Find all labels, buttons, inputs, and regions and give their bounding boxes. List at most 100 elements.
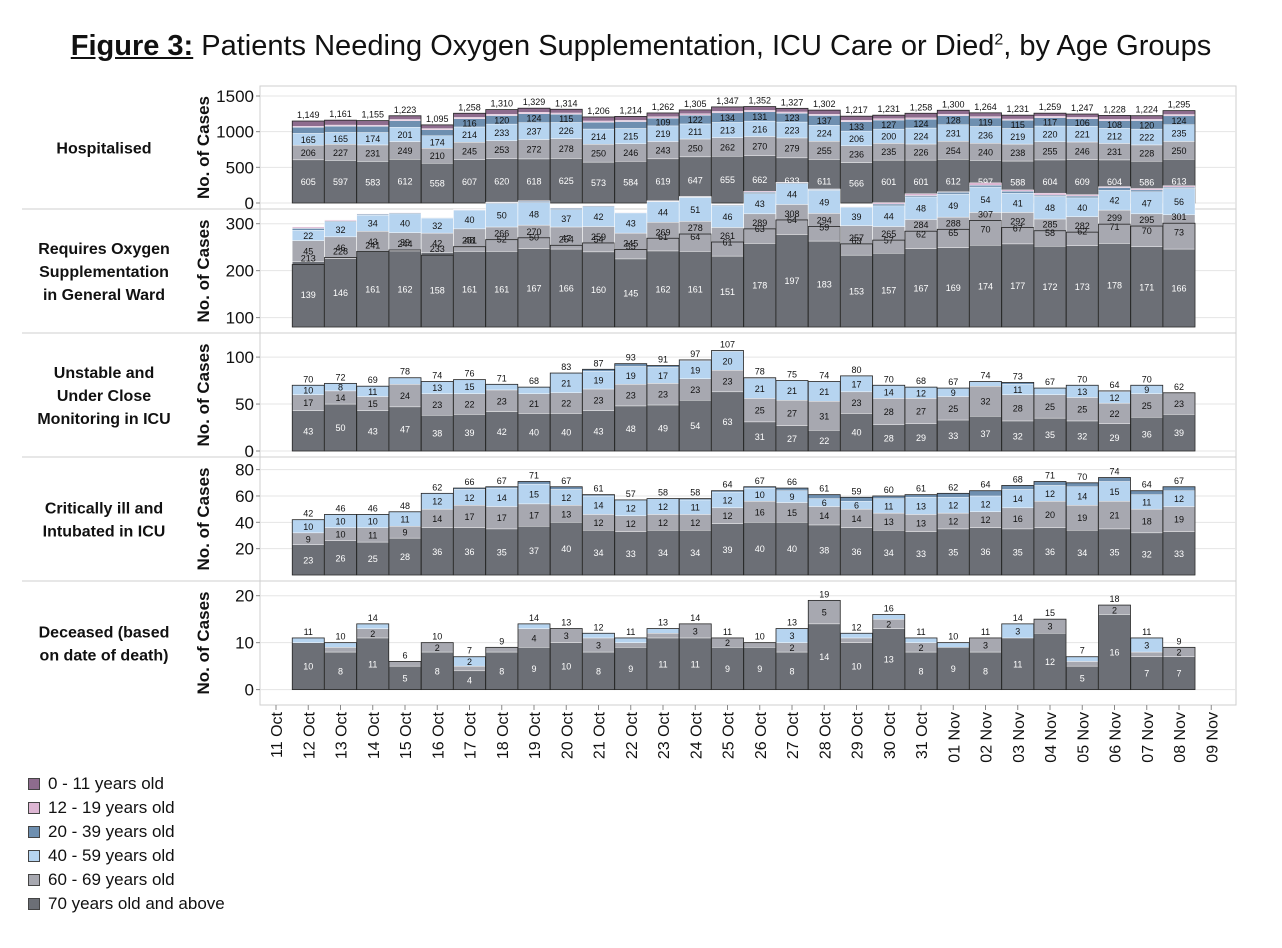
segment-label: 250 [1171,146,1186,156]
segment-label: 124 [1171,116,1186,126]
total-label: 10 [335,632,345,642]
total-label: 83 [561,362,571,372]
total-label: 257 [849,233,864,243]
total-label: 16 [884,603,894,613]
bar-segment-70-plus [517,647,551,690]
total-label: 67 [561,476,571,486]
bar-segment-0-11 [711,106,744,112]
segment-label: 601 [881,177,896,187]
segment-label: 127 [881,120,896,130]
total-label: 70 [1077,374,1087,384]
bar-segment-12-19 [1162,185,1196,188]
total-label: 1,247 [1071,103,1094,113]
segment-label: 215 [623,132,638,142]
segment-label: 262 [720,142,735,152]
bar-segment-40-59 [356,623,389,629]
segment-label: 12 [722,495,732,505]
bar-segment-70-plus [679,400,712,452]
bar-segment-70-plus [485,528,518,576]
segment-label: 6 [854,501,859,511]
total-label: 58 [690,488,700,498]
segment-label: 10 [755,490,765,500]
segment-label: 601 [913,177,928,187]
segment-label: 15 [787,508,797,518]
bar-segment-12-19 [324,219,357,222]
segment-label: 3 [789,631,794,641]
total-label: 228 [333,247,348,257]
x-tick-label: 16 Oct [430,711,447,759]
bar-segment-70-plus [1098,423,1131,452]
bar-segment-70-plus [904,248,938,328]
bar-segment-70-plus [453,414,486,452]
x-tick-label: 07 Nov [1140,712,1157,763]
segment-label: 115 [559,114,573,124]
segment-label: 13 [884,655,894,665]
bar-segment-40-59 [324,642,357,648]
bar-segment-0-11 [1098,115,1131,120]
bar-segment-0-11 [646,112,680,118]
segment-label: 42 [1109,196,1119,206]
x-tick-label: 18 Oct [495,711,512,759]
y-axis-title: No. of Cases [194,592,213,695]
segment-label: 11 [691,659,700,669]
segment-label: 38 [432,429,442,439]
bar-segment-0-11 [840,115,873,121]
bar-segment-20-39 [582,121,615,130]
total-label: 70 [884,374,894,384]
segment-label: 128 [946,116,961,126]
total-label: 10 [432,632,442,642]
bar-segment-40-59 [388,377,422,385]
bar-segment-70-plus [356,637,389,690]
legend-label-12-19: 12 - 19 years old [48,798,175,817]
segment-label: 33 [626,549,636,559]
segment-label: 3 [983,641,988,651]
total-label: 254 [559,234,574,244]
segment-label: 50 [497,211,507,221]
segment-label: 15 [464,382,474,392]
legend-label-70-plus: 70 years old and above [48,894,225,913]
legend-label-0-11: 0 - 11 years old [48,774,164,793]
segment-label: 178 [752,281,767,291]
total-label: 1,264 [974,102,997,112]
segment-label: 44 [658,207,668,217]
bar-segment-20-39 [969,184,1002,188]
total-label: 74 [432,371,442,381]
segment-label: 46 [722,212,732,222]
segment-label: 161 [688,285,703,295]
total-label: 58 [658,488,668,498]
bar-segment-70-plus [356,251,389,328]
segment-label: 157 [881,286,896,296]
total-label: 74 [980,371,990,381]
bar-segment-70-plus [1001,637,1034,690]
bar-segment-70-plus [614,258,647,328]
total-label: 1,206 [587,106,610,116]
segment-label: 197 [784,276,799,286]
y-tick-label: 500 [226,158,254,177]
segment-label: 10 [303,522,313,532]
segment-label: 597 [978,177,993,187]
segment-label: 13 [916,501,926,511]
segment-label: 11 [368,387,377,397]
segment-label: 10 [335,530,345,540]
segment-label: 122 [688,115,703,125]
segment-label: 40 [755,544,765,554]
segment-label: 212 [1107,131,1122,141]
segment-label: 22 [561,399,571,409]
segment-label: 108 [1107,120,1122,130]
segment-label: 33 [916,549,926,559]
segment-label: 71 [1109,222,1119,232]
segment-label: 222 [1139,133,1154,143]
panel-row-label: Requires Oxygen [38,241,170,258]
segment-label: 13 [916,518,926,528]
segment-label: 214 [462,130,477,140]
segment-label: 23 [722,377,732,387]
segment-label: 174 [365,134,380,144]
segment-label: 32 [980,397,990,407]
segment-label: 7 [1176,669,1181,679]
total-label: 67 [1174,476,1184,486]
bar-segment-60-69 [1066,504,1099,531]
segment-label: 37 [529,546,539,556]
total-label: 42 [303,509,313,519]
total-label: 284 [913,220,928,230]
